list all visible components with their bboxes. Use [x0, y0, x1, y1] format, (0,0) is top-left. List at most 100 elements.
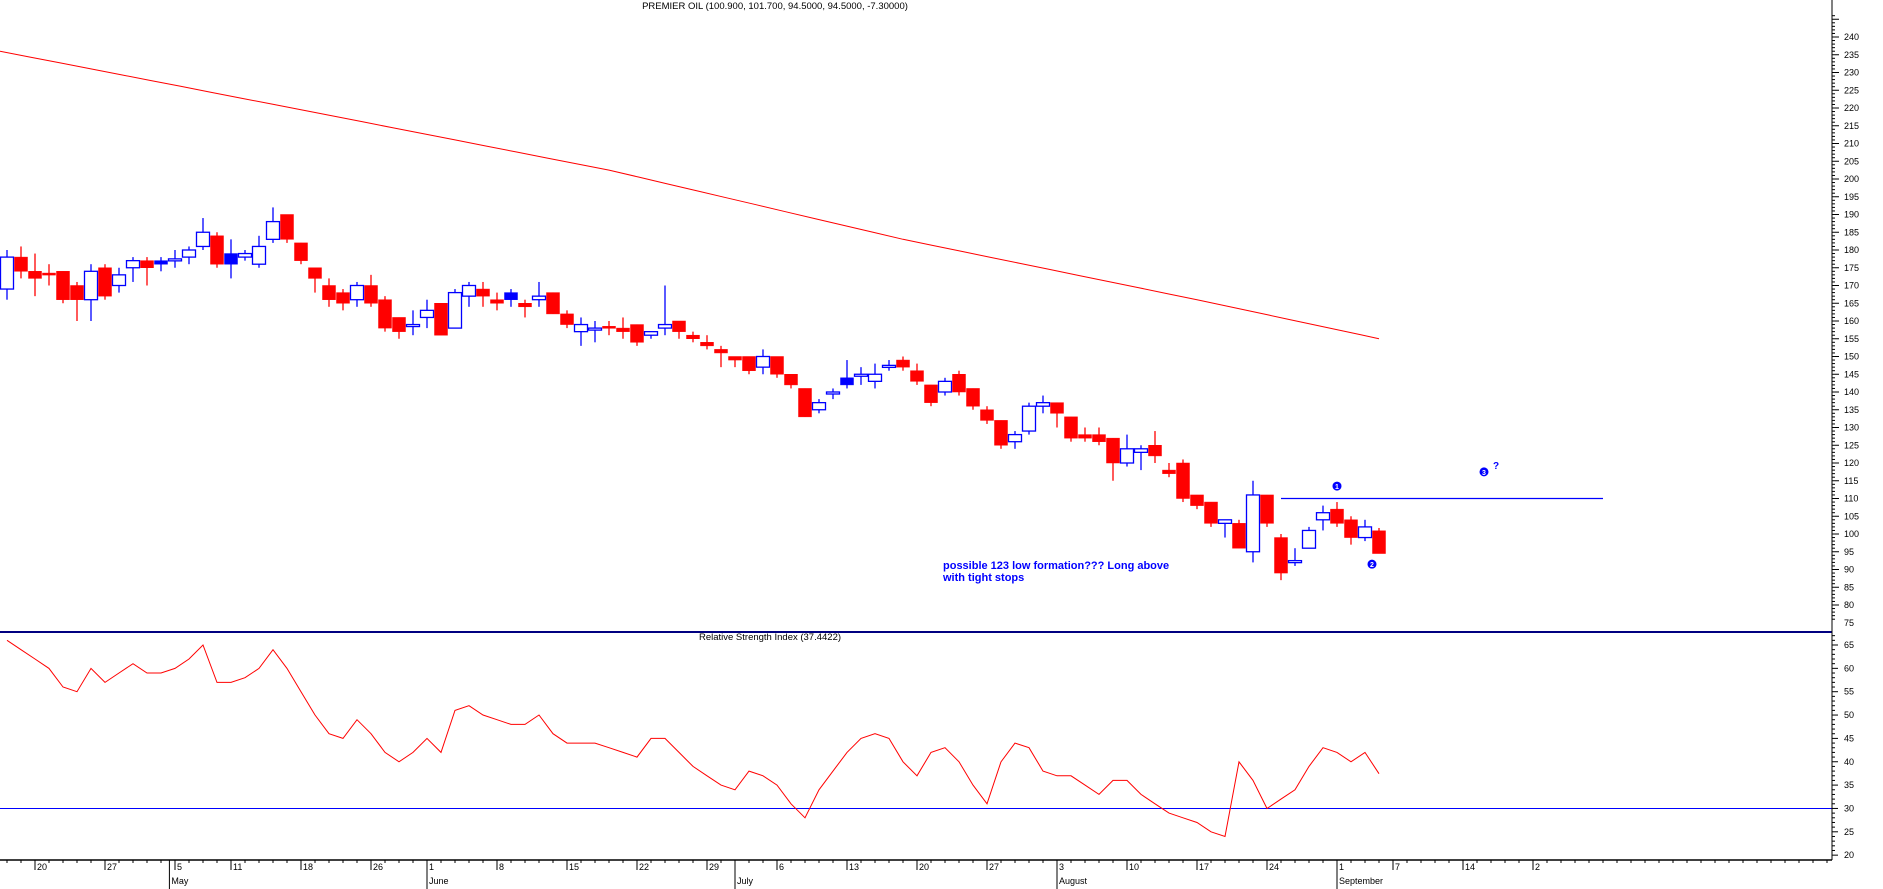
candle: [910, 363, 924, 385]
candle: [237, 250, 253, 261]
date-tick-label: 17: [1199, 862, 1209, 872]
candle: [111, 267, 127, 293]
candle-body: [265, 220, 281, 241]
candle: [364, 274, 378, 307]
candle-body: [1092, 434, 1106, 442]
candle: [1245, 480, 1261, 563]
candle-body: [0, 256, 15, 290]
price-tick-label: 190: [1844, 210, 1859, 220]
candle: [1162, 463, 1176, 478]
candle: [210, 232, 224, 268]
rsi-line: [6, 639, 1380, 838]
candle: [1148, 431, 1162, 463]
candle: [518, 299, 532, 318]
candle: [1007, 431, 1023, 449]
candle-body: [490, 299, 504, 304]
candle-body: [853, 373, 869, 377]
rsi-tick-label: 20: [1844, 850, 1854, 860]
date-tick-label: 20: [919, 862, 929, 872]
candle-body: [378, 299, 392, 329]
candle-body: [1372, 530, 1386, 554]
candle: [825, 388, 841, 400]
candle: [980, 406, 994, 424]
price-tick-label: 135: [1844, 405, 1859, 415]
price-tick-label: 175: [1844, 263, 1859, 273]
candle-body: [994, 420, 1008, 446]
month-label: July: [737, 876, 754, 886]
candle: [1119, 434, 1135, 467]
price-tick-label: 165: [1844, 298, 1859, 308]
marker-3-suffix: ?: [1493, 461, 1499, 472]
price-tick-label: 80: [1844, 600, 1854, 610]
candle: [1344, 516, 1358, 545]
candle: [853, 367, 869, 385]
candle-body: [364, 285, 378, 304]
candle: [1106, 437, 1120, 481]
price-tick-label: 90: [1844, 565, 1854, 575]
marker-2-label: 2: [1370, 562, 1374, 569]
candle-body: [755, 355, 771, 368]
candle-body: [504, 292, 518, 300]
candle: [966, 388, 980, 410]
candle-body: [280, 214, 294, 240]
date-tick-label: 29: [709, 862, 719, 872]
rsi-tick-label: 40: [1844, 757, 1854, 767]
candle-body: [1274, 537, 1288, 574]
candle: [1260, 494, 1274, 527]
candle-body: [56, 271, 70, 300]
candle: [560, 310, 574, 329]
candle: [1035, 395, 1051, 414]
candle-body: [1176, 462, 1190, 499]
rsi-title: Relative Strength Index (37.4422): [699, 632, 841, 643]
candle: [1133, 445, 1149, 471]
candle: [1190, 494, 1204, 510]
candle: [630, 324, 644, 346]
marker-2-circle: [1367, 559, 1377, 569]
candle-body: [237, 252, 253, 258]
candle: [1232, 519, 1246, 549]
month-label: May: [171, 876, 189, 886]
candle-body: [1050, 402, 1064, 414]
candle-body: [1148, 445, 1162, 457]
candle-body: [70, 285, 84, 300]
candle: [14, 246, 28, 279]
candle-body: [573, 323, 589, 333]
candle: [1287, 548, 1303, 566]
candle-body: [825, 391, 841, 395]
date-tick-label: 26: [373, 862, 383, 872]
candle: [602, 321, 616, 336]
candle: [770, 356, 784, 378]
candle-body: [1119, 448, 1135, 464]
candle: [1217, 519, 1233, 538]
candle-body: [83, 270, 99, 301]
price-panel: 1 2 3?: [0, 50, 1603, 581]
candle-body: [434, 303, 448, 336]
candle: [83, 264, 99, 321]
price-tick-label: 205: [1844, 156, 1859, 166]
candle-body: [657, 323, 673, 329]
candle: [447, 289, 463, 329]
candle-body: [1064, 416, 1078, 439]
candle: [587, 321, 603, 343]
candle: [784, 374, 798, 389]
candle-body: [742, 356, 756, 371]
rsi-panel: [0, 639, 1832, 838]
candle-body: [531, 295, 547, 301]
date-tick-label: 27: [989, 862, 999, 872]
candle-body: [392, 317, 406, 332]
candle: [840, 360, 854, 389]
candle: [280, 214, 294, 243]
chart-title: PREMIER OIL (100.900, 101.700, 94.5000, …: [642, 1, 908, 12]
candle: [378, 296, 392, 332]
candle: [714, 345, 728, 368]
candle-body: [294, 242, 308, 261]
date-tick-label: 22: [639, 862, 649, 872]
price-tick-label: 130: [1844, 423, 1859, 433]
candle: [322, 278, 336, 307]
marker-1-label: 1: [1335, 484, 1339, 491]
date-tick-label: 20: [37, 862, 47, 872]
candle-body: [111, 274, 127, 287]
candle: [531, 281, 547, 307]
